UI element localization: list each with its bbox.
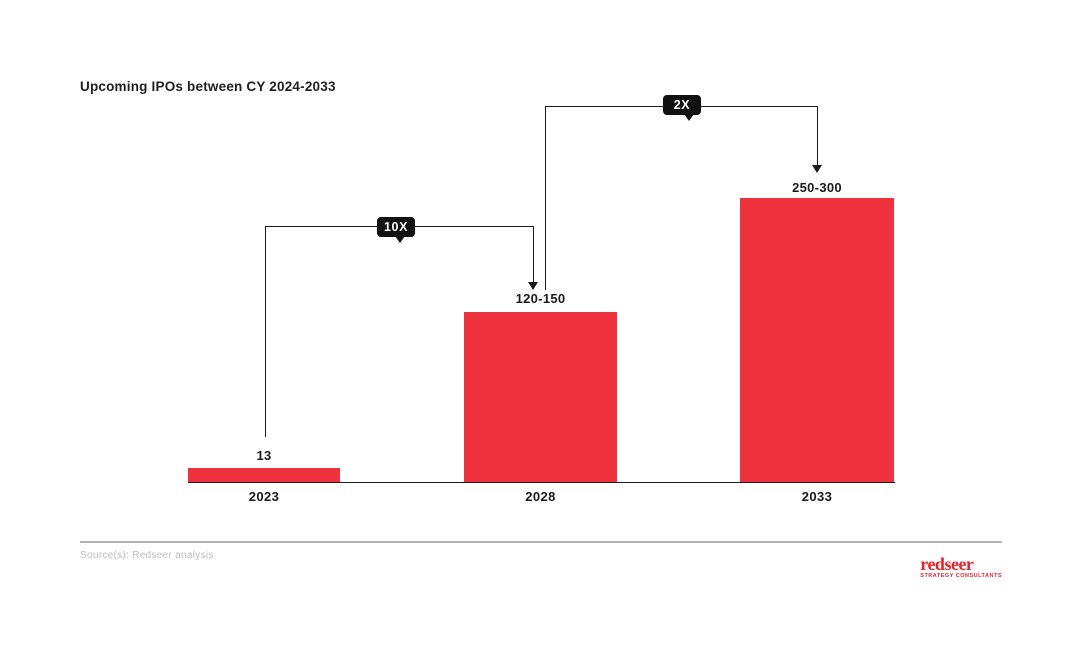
connector-line-2x-right	[817, 106, 818, 166]
bar-value-label-2028: 120-150	[515, 291, 566, 306]
x-axis-label-2023: 2023	[248, 489, 280, 504]
footer-divider	[80, 541, 1002, 543]
connector-line-10x-left	[265, 226, 266, 437]
x-axis-label-2028: 2028	[525, 489, 556, 504]
arrow-down-icon	[812, 165, 822, 173]
source-note: Source(s): Redseer analysis	[80, 550, 214, 561]
growth-badge-2x: 2X	[663, 95, 701, 115]
chart-title: Upcoming IPOs between CY 2024-2033	[80, 79, 336, 94]
redseer-logo-wordmark: redseer	[920, 554, 974, 574]
bar-value-label-2033: 250-300	[792, 180, 842, 195]
x-axis-line	[188, 482, 895, 483]
badge-tail-icon	[395, 236, 405, 243]
bar-value-label-2023: 13	[256, 448, 272, 463]
connector-line-10x-right	[533, 226, 534, 283]
arrow-down-icon	[528, 282, 538, 290]
growth-badge-10x: 10X	[377, 217, 415, 237]
redseer-logo-tagline: Strategy Consultants	[920, 573, 1002, 579]
x-axis-label-2033: 2033	[801, 489, 833, 504]
bar-2033	[740, 198, 894, 482]
badge-tail-icon	[684, 114, 694, 121]
bar-2023	[188, 468, 340, 482]
connector-line-2x-left	[545, 106, 546, 290]
redseer-logo: redseer Strategy Consultants	[920, 554, 1002, 579]
bar-2028	[464, 312, 617, 482]
